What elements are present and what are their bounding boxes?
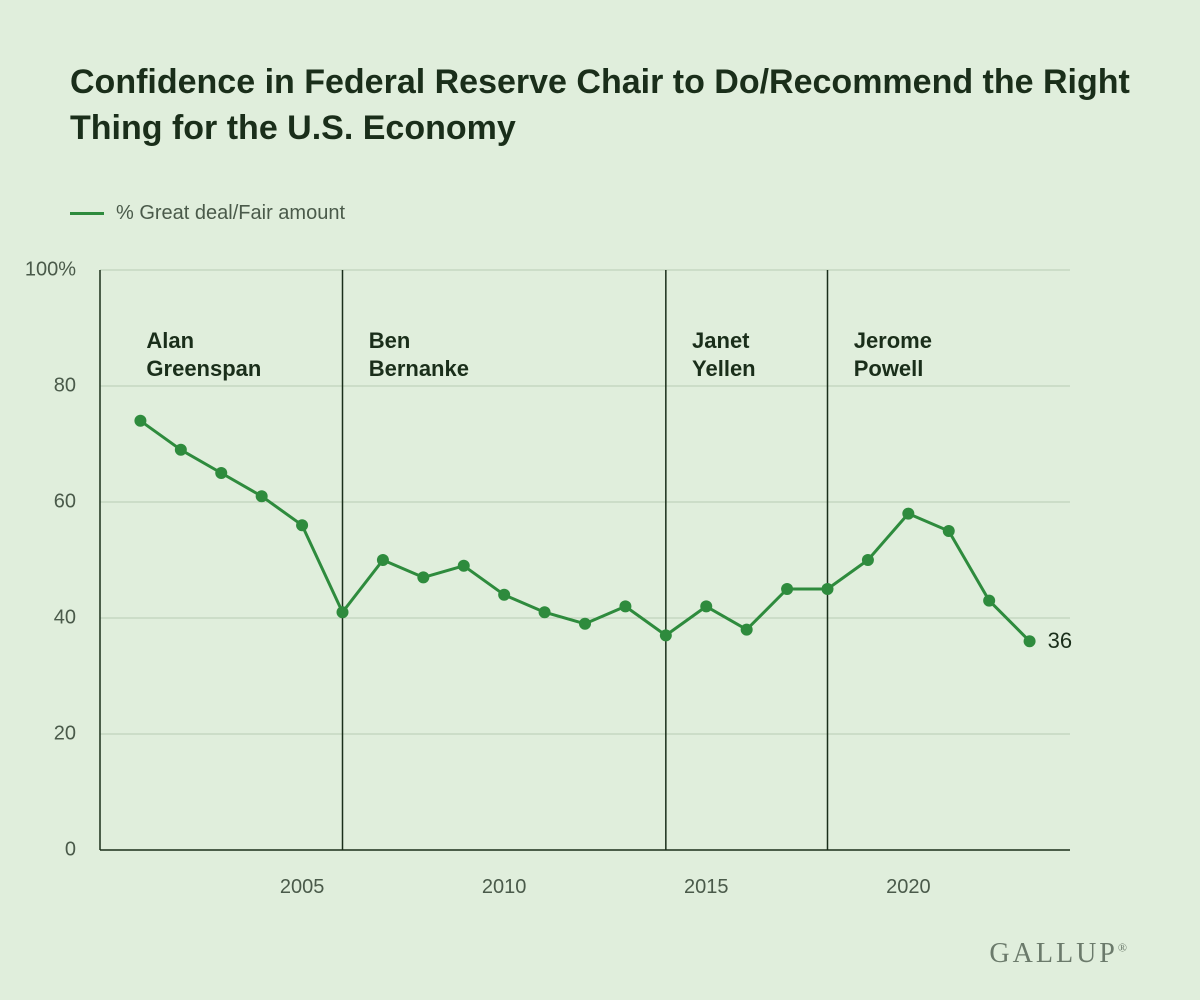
legend-label: % Great deal/Fair amount	[116, 202, 345, 225]
legend: % Great deal/Fair amount	[70, 202, 1130, 225]
x-axis-tick-label: 2005	[280, 860, 325, 899]
y-axis-tick-label: 0	[65, 838, 90, 861]
region-label: Alan Greenspan	[146, 327, 261, 382]
chart-title: Confidence in Federal Reserve Chair to D…	[70, 60, 1130, 152]
y-axis-tick-label: 100%	[25, 258, 90, 281]
region-label: Ben Bernanke	[369, 327, 469, 382]
chart-plot-area: 020406080100%200520102015202036Alan Gree…	[90, 260, 1110, 860]
x-axis-tick-label: 2020	[886, 860, 931, 899]
y-axis-tick-label: 20	[54, 722, 90, 745]
brand-logo: GALLUP®	[989, 938, 1130, 970]
x-axis-tick-label: 2015	[684, 860, 729, 899]
y-axis-tick-label: 60	[54, 490, 90, 513]
region-label: Janet Yellen	[692, 327, 756, 382]
region-label: Jerome Powell	[854, 327, 932, 382]
y-axis-tick-label: 40	[54, 606, 90, 629]
legend-swatch	[70, 212, 104, 215]
y-axis-tick-label: 80	[54, 374, 90, 397]
x-axis-tick-label: 2010	[482, 860, 527, 899]
series-end-label: 36	[1048, 628, 1072, 654]
chart-container: Confidence in Federal Reserve Chair to D…	[0, 0, 1200, 1000]
